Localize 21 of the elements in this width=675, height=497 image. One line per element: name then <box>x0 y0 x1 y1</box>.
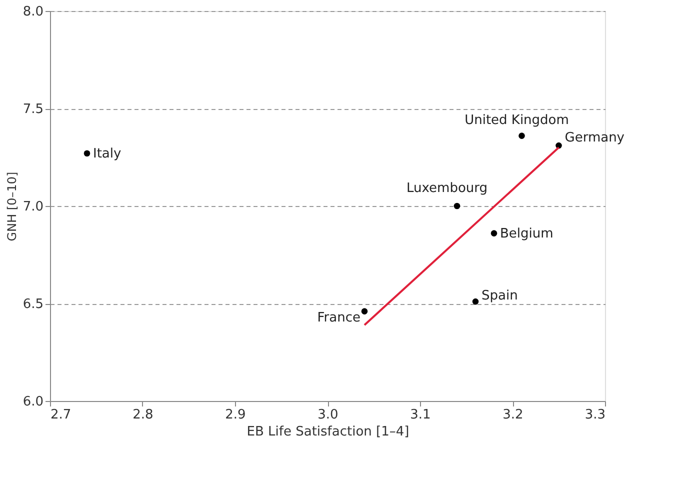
y-axis-title: GNH [0–10] <box>4 172 19 242</box>
x-tick-label: 3.0 <box>318 408 338 422</box>
annotation: Belgium <box>500 226 554 242</box>
annotation: Luxembourg <box>406 181 488 196</box>
annotation: Spain <box>482 288 518 304</box>
annotation: France <box>317 310 360 326</box>
x-tick-label: 2.7 <box>50 408 72 422</box>
y-tick-label: 8.0 <box>22 4 44 20</box>
annotation: Germany <box>564 130 625 146</box>
x-tick-label: 2.9 <box>225 408 246 422</box>
annotation: United Kingdom <box>464 112 569 128</box>
y-tick-label: 6.5 <box>22 297 44 312</box>
x-tick-label: 3.3 <box>584 408 606 422</box>
y-tick-label: 7.0 <box>22 200 44 214</box>
x-tick-label: 3.2 <box>502 408 524 422</box>
y-tick-label: 7.5 <box>22 102 44 117</box>
x-axis-title: EB Life Satisfaction [1–4] <box>246 424 410 440</box>
annotation: Italy <box>93 146 122 162</box>
y-tick-label: 6.0 <box>22 394 44 410</box>
x-tick-label: 2.8 <box>132 408 154 422</box>
x-tick-label: 3.1 <box>410 408 431 422</box>
